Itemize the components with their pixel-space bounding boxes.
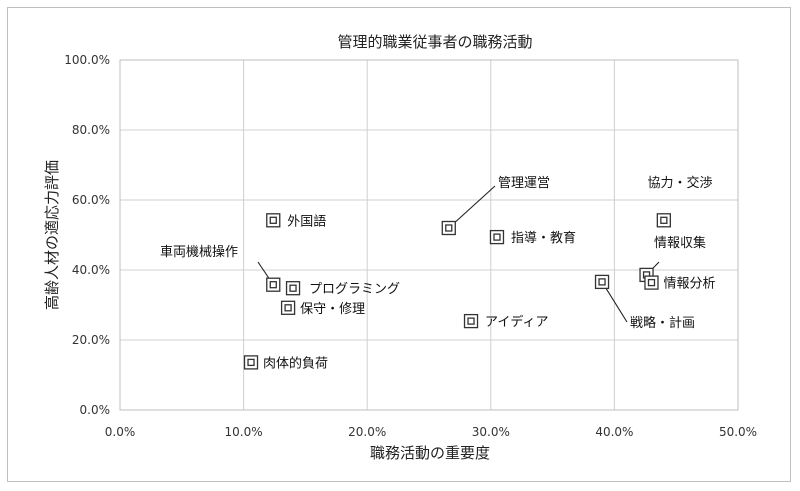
plot-area (119, 59, 739, 411)
y-tick-label: 0.0% (80, 403, 111, 417)
data-point (243, 355, 259, 370)
data-point (594, 274, 610, 290)
marker-inner (445, 224, 453, 232)
marker-outer (441, 220, 456, 236)
marker-inner (269, 281, 277, 289)
point-label: 肉体的負荷 (263, 355, 328, 371)
marker-inner (493, 233, 501, 241)
marker-outer (644, 275, 659, 290)
marker-inner (660, 216, 668, 224)
marker-inner (647, 278, 656, 287)
chart-title: 管理的職業従事者の職務活動 (337, 33, 532, 51)
y-tick-label: 100.0% (64, 53, 110, 67)
data-point (644, 275, 659, 290)
marker-outer (285, 281, 301, 296)
point-label: 外国語 (287, 213, 326, 229)
grid-lines (119, 59, 739, 411)
point-label: 情報分析 (663, 277, 715, 292)
y-tick-label: 80.0% (72, 123, 110, 137)
x-tick-label: 20.0% (348, 425, 386, 439)
point-label: 情報収集 (654, 235, 706, 251)
marker-outer (280, 300, 296, 315)
marker-inner (284, 304, 292, 312)
data-point (441, 220, 456, 236)
leader-line (448, 185, 496, 229)
point-label: 戦略・計画 (630, 315, 695, 331)
data-point (489, 229, 505, 245)
marker-outer (489, 229, 505, 245)
y-axis-title: 高齢人材の適応力評価 (43, 160, 61, 310)
data-points (243, 213, 671, 370)
x-tick-label: 50.0% (719, 425, 757, 439)
point-label: 車両機械操作 (160, 244, 238, 260)
marker-outer (463, 313, 479, 329)
tick-labels: 0.0% 10.0% 20.0% 30.0% 40.0% 50.0% 0.0% 20.0% 40… (64, 53, 757, 439)
data-point (266, 277, 281, 292)
x-axis-title: 職務活動の重要度 (370, 444, 490, 462)
x-tick-label: 0.0% (105, 425, 136, 439)
marker-inner (467, 317, 475, 325)
point-label: 指導・教育 (511, 230, 576, 246)
y-tick-label: 40.0% (72, 263, 110, 277)
y-tick-label: 60.0% (72, 193, 110, 207)
chart-frame (7, 7, 791, 482)
marker-inner (598, 278, 606, 286)
data-point (266, 213, 281, 228)
point-label: アイディア (485, 314, 548, 330)
point-label: 管理運営 (498, 176, 550, 191)
data-point (285, 281, 301, 296)
data-point (656, 213, 671, 228)
data-point (463, 313, 479, 329)
marker-outer (656, 213, 671, 228)
x-tick-label: 30.0% (472, 425, 510, 439)
marker-inner (289, 284, 297, 292)
marker-outer (266, 213, 281, 228)
x-tick-label: 10.0% (225, 425, 263, 439)
point-label: プログラミング (309, 282, 400, 297)
point-label: 協力・交渉 (647, 175, 712, 191)
point-label: 保守・修理 (300, 302, 365, 317)
marker-outer (266, 277, 281, 292)
marker-inner (269, 216, 277, 224)
y-tick-label: 20.0% (72, 333, 110, 347)
marker-outer (243, 355, 259, 370)
marker-outer (594, 274, 610, 290)
marker-inner (247, 358, 255, 367)
x-tick-label: 40.0% (595, 425, 633, 439)
data-point (280, 300, 296, 315)
